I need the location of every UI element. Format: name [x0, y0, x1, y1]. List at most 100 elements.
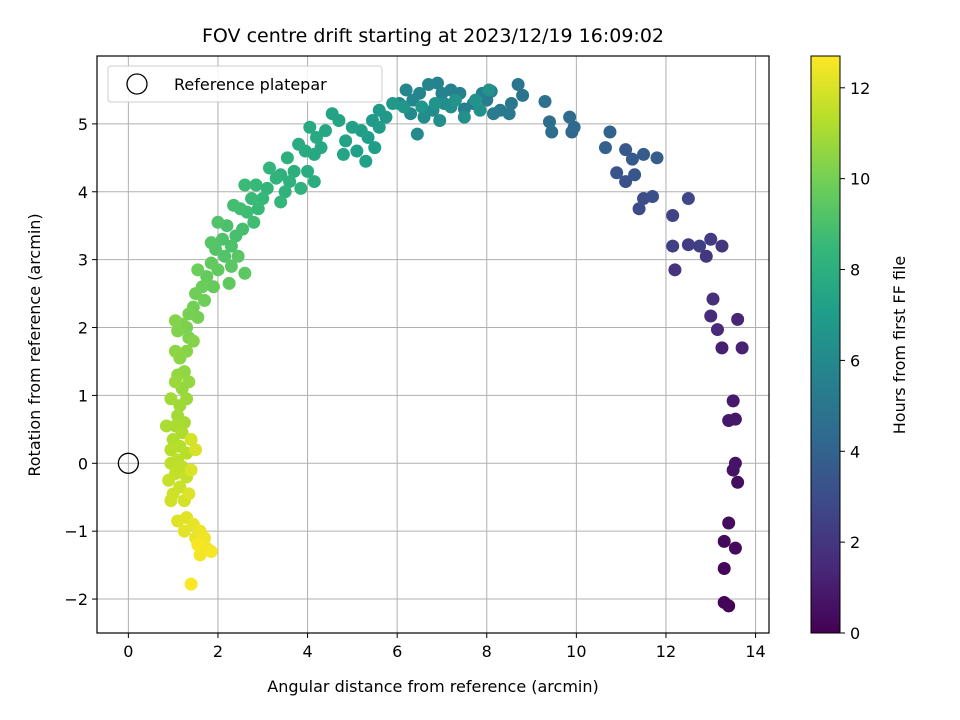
x-tick-label: 14 [745, 642, 765, 661]
data-point [224, 259, 238, 273]
data-point [728, 541, 742, 555]
data-point [637, 147, 651, 161]
data-point [164, 494, 178, 508]
x-tick-label: 2 [213, 642, 223, 661]
data-point [504, 97, 518, 111]
data-point [728, 456, 742, 470]
data-point [545, 125, 559, 139]
data-point [204, 545, 218, 559]
data-point [542, 115, 556, 129]
data-point [668, 263, 682, 277]
y-tick-label: 5 [78, 115, 88, 134]
data-point [186, 334, 200, 348]
data-point [215, 232, 229, 246]
data-point [728, 412, 742, 426]
data-point [666, 209, 680, 223]
data-point [368, 141, 382, 155]
data-point [278, 185, 292, 199]
x-tick-label: 12 [656, 642, 676, 661]
data-point [699, 249, 713, 263]
data-point [222, 276, 236, 290]
data-point [191, 263, 205, 277]
colorbar-tick-label: 4 [850, 442, 860, 461]
data-point [625, 152, 639, 166]
data-point [359, 154, 373, 168]
data-point [206, 280, 220, 294]
data-point [171, 324, 185, 338]
data-point [238, 178, 252, 192]
data-point [428, 97, 442, 111]
data-point [173, 399, 187, 413]
data-point [706, 292, 720, 306]
data-point [184, 577, 198, 591]
data-point [294, 181, 308, 195]
data-point [247, 215, 261, 229]
data-point [245, 192, 259, 206]
data-point [260, 181, 274, 195]
colorbar-gradient [810, 55, 841, 634]
plot-frame [96, 55, 770, 634]
data-point [681, 192, 695, 206]
data-point [184, 433, 198, 447]
data-point [619, 175, 633, 189]
colorbar-tick-label: 10 [850, 170, 870, 189]
chart-title: FOV centre drift starting at 2023/12/19 … [202, 25, 664, 47]
colorbar-tick-label: 8 [850, 261, 860, 280]
data-point [307, 175, 321, 189]
data-point [238, 266, 252, 280]
data-point [159, 419, 173, 433]
data-point [162, 473, 176, 487]
data-point [397, 100, 411, 114]
data-point [256, 192, 270, 206]
data-point [457, 110, 471, 124]
data-point [204, 236, 218, 250]
data-point [191, 538, 205, 552]
data-point [339, 134, 353, 148]
data-point [567, 120, 581, 134]
data-point [731, 312, 745, 326]
grid [97, 56, 769, 633]
y-tick-label: 4 [78, 183, 88, 202]
legend-box [107, 65, 383, 103]
data-point [164, 456, 178, 470]
data-point [538, 94, 552, 108]
data-point [619, 143, 633, 157]
data-point [200, 270, 214, 284]
data-point [722, 516, 736, 530]
data-point [251, 202, 265, 216]
data-point [184, 463, 198, 477]
data-point [350, 144, 364, 158]
data-point [399, 83, 413, 97]
data-point [406, 93, 420, 107]
data-point [603, 125, 617, 139]
y-tick-label: 2 [78, 319, 88, 338]
data-point [433, 113, 447, 127]
x-axis-label: Angular distance from reference (arcmin) [267, 677, 598, 696]
data-point [325, 107, 339, 121]
data-point [292, 137, 306, 151]
data-point [410, 127, 424, 141]
data-point [345, 120, 359, 134]
y-tick-label: 3 [78, 251, 88, 270]
data-point [269, 171, 283, 185]
colorbar-label: Hours from first FF file [890, 256, 909, 435]
colorbar-tick-label: 0 [850, 624, 860, 643]
data-point [168, 375, 182, 389]
colorbar-ticks: 0 2 4 6 8 10 12 [840, 79, 870, 643]
colorbar-tick-label: 2 [850, 533, 860, 552]
y-tick-label: 1 [78, 386, 88, 405]
data-point [717, 562, 731, 576]
x-tick-label: 10 [566, 642, 586, 661]
data-point [610, 166, 624, 180]
data-point [303, 120, 317, 134]
legend: Reference platepar [107, 65, 383, 103]
y-tick-label: −2 [64, 590, 88, 609]
data-point [280, 151, 294, 165]
data-point [486, 107, 500, 121]
data-point [435, 86, 449, 100]
x-tick-label: 0 [123, 642, 133, 661]
data-point [632, 202, 646, 216]
data-point [182, 487, 196, 501]
data-point [710, 323, 724, 337]
